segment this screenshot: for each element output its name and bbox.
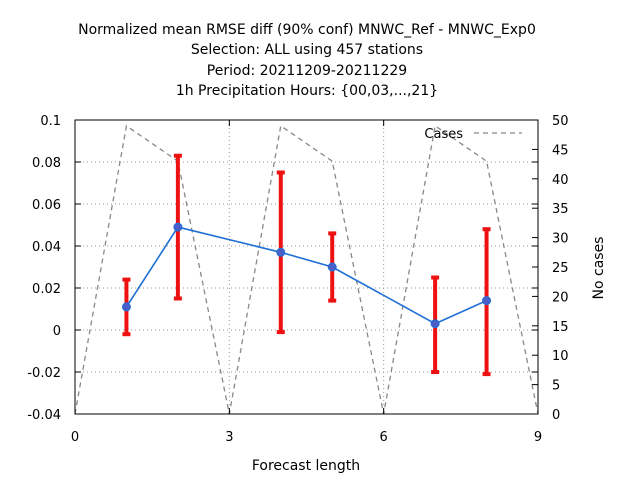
mean-series	[121, 222, 492, 329]
y2-tick-label-7: 35	[552, 202, 569, 217]
title-line-3: Period: 20211209-20211229	[207, 63, 407, 79]
errorbars	[122, 153, 491, 377]
x-tick-label-2: 6	[380, 430, 388, 445]
title-line-2: Selection: ALL using 457 stations	[191, 42, 423, 58]
y-tick-label-5: 0	[53, 324, 61, 339]
y-tick-label-4: 0.02	[32, 282, 61, 297]
legend: Cases	[424, 127, 522, 142]
y-tick-label-0: 0.1	[40, 114, 61, 129]
y2-tick-label-3: 15	[552, 320, 569, 335]
cases-line	[74, 124, 539, 415]
title-line-1: Normalized mean RMSE diff (90% conf) MNW…	[78, 22, 536, 38]
y2-tick-label-9: 45	[552, 143, 569, 158]
mean-point-1	[173, 222, 183, 232]
y2-tick-label-1: 5	[552, 379, 560, 394]
y-tick-label-6: -0.02	[27, 366, 61, 381]
x-tick-label-0: 0	[71, 430, 79, 445]
mean-line	[125, 226, 487, 325]
y2-tick-label-8: 40	[552, 173, 569, 188]
y2-tick-label-4: 20	[552, 290, 569, 305]
y2-tick-label-6: 30	[552, 232, 569, 247]
mean-point-4	[430, 319, 440, 329]
mean-point-0	[121, 302, 131, 312]
y2-axis-label: No cases	[591, 237, 607, 300]
y-tick-label-1: 0.08	[32, 156, 61, 171]
y2-tick-label-2: 10	[552, 349, 569, 364]
mean-point-5	[482, 296, 492, 306]
y-tick-label-7: -0.04	[27, 408, 61, 423]
plot-frame	[74, 119, 539, 415]
x-tick-label-3: 9	[534, 430, 542, 445]
y-tick-label-3: 0.04	[32, 240, 61, 255]
title-line-4: 1h Precipitation Hours: {00,03,...,21}	[176, 83, 438, 99]
legend-label-cases: Cases	[424, 127, 463, 142]
mean-point-2	[276, 247, 286, 257]
cases-series	[74, 124, 539, 415]
x-tick-label-1: 3	[225, 430, 233, 445]
axes: 0.1 0.08 0.06 0.04 0.02 0 -0.02 -0.04 0 5 10 15 20 25…	[27, 114, 568, 445]
gridlines	[75, 120, 538, 414]
x-axis-label: Forecast length	[252, 458, 360, 474]
y2-tick-label-10: 50	[552, 114, 569, 129]
mean-point-3	[327, 262, 337, 272]
y2-tick-label-0: 0	[552, 408, 560, 423]
y2-tick-label-5: 25	[552, 261, 569, 276]
chart-title: Normalized mean RMSE diff (90% conf) MNW…	[78, 22, 536, 99]
y-tick-label-2: 0.06	[32, 198, 61, 213]
